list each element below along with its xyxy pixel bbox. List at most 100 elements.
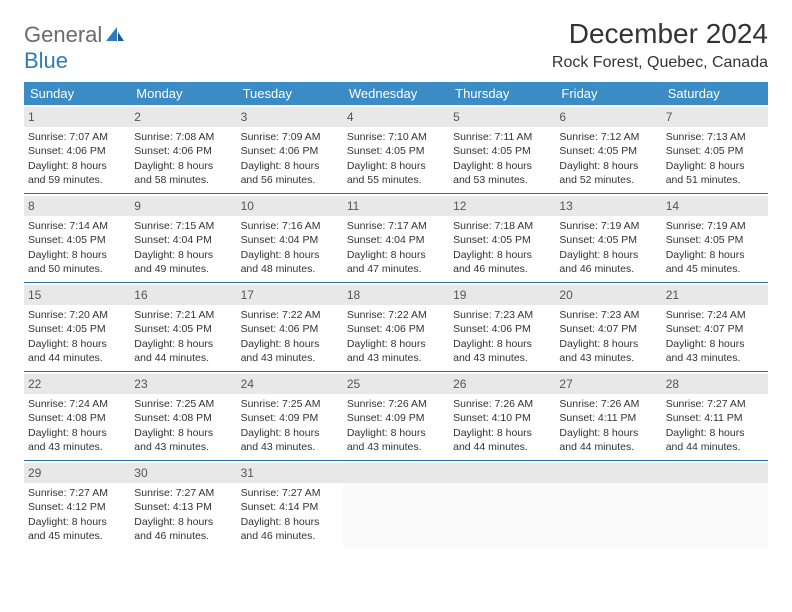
daylight2-text: and 47 minutes.: [347, 262, 445, 276]
daylight2-text: and 44 minutes.: [28, 351, 126, 365]
day-number: 17: [237, 285, 343, 305]
sunrise-text: Sunrise: 7:15 AM: [134, 219, 232, 233]
sunset-text: Sunset: 4:09 PM: [241, 411, 339, 425]
sunrise-text: Sunrise: 7:25 AM: [241, 397, 339, 411]
day-number: [449, 463, 555, 483]
daylight1-text: Daylight: 8 hours: [241, 159, 339, 173]
day-number: 26: [449, 374, 555, 394]
sunset-text: Sunset: 4:06 PM: [241, 144, 339, 158]
day-cell: [343, 461, 449, 549]
daylight2-text: and 58 minutes.: [134, 173, 232, 187]
sunset-text: Sunset: 4:05 PM: [28, 233, 126, 247]
daylight2-text: and 46 minutes.: [453, 262, 551, 276]
daylight2-text: and 43 minutes.: [453, 351, 551, 365]
day-number: [343, 463, 449, 483]
daylight1-text: Daylight: 8 hours: [28, 248, 126, 262]
logo: General Blue: [24, 18, 125, 74]
daylight2-text: and 46 minutes.: [134, 529, 232, 543]
day-number: 19: [449, 285, 555, 305]
daylight1-text: Daylight: 8 hours: [559, 337, 657, 351]
sunrise-text: Sunrise: 7:25 AM: [134, 397, 232, 411]
sunset-text: Sunset: 4:07 PM: [559, 322, 657, 336]
day-cell: 1Sunrise: 7:07 AMSunset: 4:06 PMDaylight…: [24, 105, 130, 193]
daylight1-text: Daylight: 8 hours: [347, 248, 445, 262]
day-number: 14: [662, 196, 768, 216]
sunset-text: Sunset: 4:06 PM: [134, 144, 232, 158]
sunset-text: Sunset: 4:13 PM: [134, 500, 232, 514]
daylight1-text: Daylight: 8 hours: [28, 337, 126, 351]
day-number: 13: [555, 196, 661, 216]
daylight1-text: Daylight: 8 hours: [134, 337, 232, 351]
location-label: Rock Forest, Quebec, Canada: [552, 54, 768, 72]
day-cell: 17Sunrise: 7:22 AMSunset: 4:06 PMDayligh…: [237, 283, 343, 371]
daylight1-text: Daylight: 8 hours: [347, 159, 445, 173]
day-number: 27: [555, 374, 661, 394]
weekday-header: Saturday: [662, 82, 768, 105]
week-row: 15Sunrise: 7:20 AMSunset: 4:05 PMDayligh…: [24, 283, 768, 372]
daylight1-text: Daylight: 8 hours: [28, 159, 126, 173]
sunset-text: Sunset: 4:05 PM: [559, 233, 657, 247]
day-number: 23: [130, 374, 236, 394]
daylight1-text: Daylight: 8 hours: [241, 426, 339, 440]
daylight2-text: and 44 minutes.: [666, 440, 764, 454]
day-cell: 2Sunrise: 7:08 AMSunset: 4:06 PMDaylight…: [130, 105, 236, 193]
day-number: 7: [662, 107, 768, 127]
daylight1-text: Daylight: 8 hours: [347, 337, 445, 351]
weekday-header: Tuesday: [237, 82, 343, 105]
daylight2-text: and 50 minutes.: [28, 262, 126, 276]
sunset-text: Sunset: 4:05 PM: [666, 144, 764, 158]
sunset-text: Sunset: 4:04 PM: [241, 233, 339, 247]
sunrise-text: Sunrise: 7:16 AM: [241, 219, 339, 233]
day-number: 16: [130, 285, 236, 305]
day-number: 2: [130, 107, 236, 127]
title-block: December 2024 Rock Forest, Quebec, Canad…: [552, 18, 768, 72]
daylight2-text: and 43 minutes.: [241, 351, 339, 365]
header-row: General Blue December 2024 Rock Forest, …: [24, 18, 768, 74]
day-number: 25: [343, 374, 449, 394]
day-number: 31: [237, 463, 343, 483]
sunset-text: Sunset: 4:04 PM: [347, 233, 445, 247]
sunset-text: Sunset: 4:04 PM: [134, 233, 232, 247]
sunset-text: Sunset: 4:06 PM: [28, 144, 126, 158]
daylight2-text: and 53 minutes.: [453, 173, 551, 187]
day-cell: 12Sunrise: 7:18 AMSunset: 4:05 PMDayligh…: [449, 194, 555, 282]
sunset-text: Sunset: 4:11 PM: [559, 411, 657, 425]
logo-word2: Blue: [24, 48, 68, 73]
day-number: 21: [662, 285, 768, 305]
sunset-text: Sunset: 4:05 PM: [666, 233, 764, 247]
sunrise-text: Sunrise: 7:17 AM: [347, 219, 445, 233]
sunrise-text: Sunrise: 7:13 AM: [666, 130, 764, 144]
weekday-header: Thursday: [449, 82, 555, 105]
sunrise-text: Sunrise: 7:22 AM: [347, 308, 445, 322]
day-number: 3: [237, 107, 343, 127]
day-cell: 26Sunrise: 7:26 AMSunset: 4:10 PMDayligh…: [449, 372, 555, 460]
sunrise-text: Sunrise: 7:19 AM: [559, 219, 657, 233]
daylight2-text: and 44 minutes.: [559, 440, 657, 454]
day-cell: 21Sunrise: 7:24 AMSunset: 4:07 PMDayligh…: [662, 283, 768, 371]
weekday-header-row: Sunday Monday Tuesday Wednesday Thursday…: [24, 82, 768, 105]
day-cell: 11Sunrise: 7:17 AMSunset: 4:04 PMDayligh…: [343, 194, 449, 282]
day-cell: 18Sunrise: 7:22 AMSunset: 4:06 PMDayligh…: [343, 283, 449, 371]
day-number: 20: [555, 285, 661, 305]
day-cell: 25Sunrise: 7:26 AMSunset: 4:09 PMDayligh…: [343, 372, 449, 460]
daylight1-text: Daylight: 8 hours: [241, 248, 339, 262]
daylight1-text: Daylight: 8 hours: [559, 159, 657, 173]
sunrise-text: Sunrise: 7:27 AM: [666, 397, 764, 411]
daylight1-text: Daylight: 8 hours: [134, 159, 232, 173]
day-cell: 3Sunrise: 7:09 AMSunset: 4:06 PMDaylight…: [237, 105, 343, 193]
daylight2-text: and 44 minutes.: [134, 351, 232, 365]
week-row: 22Sunrise: 7:24 AMSunset: 4:08 PMDayligh…: [24, 372, 768, 461]
daylight1-text: Daylight: 8 hours: [28, 426, 126, 440]
sunrise-text: Sunrise: 7:26 AM: [559, 397, 657, 411]
sunset-text: Sunset: 4:05 PM: [28, 322, 126, 336]
daylight1-text: Daylight: 8 hours: [666, 159, 764, 173]
daylight1-text: Daylight: 8 hours: [134, 426, 232, 440]
day-cell: 29Sunrise: 7:27 AMSunset: 4:12 PMDayligh…: [24, 461, 130, 549]
sunrise-text: Sunrise: 7:24 AM: [28, 397, 126, 411]
daylight2-text: and 59 minutes.: [28, 173, 126, 187]
day-number: 9: [130, 196, 236, 216]
sunrise-text: Sunrise: 7:27 AM: [241, 486, 339, 500]
day-number: 10: [237, 196, 343, 216]
day-cell: 7 Sunrise: 7:13 AMSunset: 4:05 PMDaylight…: [662, 105, 768, 193]
calendar: Sunday Monday Tuesday Wednesday Thursday…: [24, 82, 768, 549]
